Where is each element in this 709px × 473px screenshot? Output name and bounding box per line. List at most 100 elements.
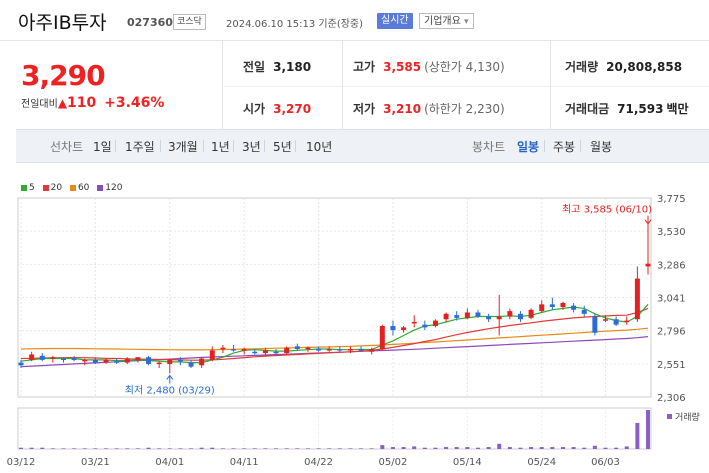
volume-label: 거래량: [565, 60, 599, 74]
candle-body: [401, 327, 407, 331]
volume-bar: [231, 448, 236, 449]
divider: [295, 140, 296, 152]
volume-bar: [646, 410, 650, 449]
candle-body: [156, 362, 162, 365]
candle-monthly[interactable]: 월봉: [590, 140, 613, 154]
y-tick-label: 2,796: [657, 327, 686, 338]
ma20-line: [20, 307, 649, 361]
period-3y[interactable]: 3년: [242, 140, 261, 154]
ma5-label: 5: [29, 183, 35, 193]
volume-value: 20,808,858: [606, 60, 683, 74]
y-tick-label: 3,041: [657, 294, 686, 305]
stock-code: 027360: [127, 16, 173, 29]
ma-legend: 5 20 60 120: [21, 183, 122, 193]
volume-bar: [635, 423, 640, 449]
line-chart-label: 선차트: [50, 140, 84, 154]
volume-bar: [114, 448, 119, 449]
change-value: 110: [67, 95, 97, 111]
period-1y[interactable]: 1년: [211, 140, 230, 154]
open-value: 3,270: [273, 102, 312, 116]
period-1d[interactable]: 1일: [93, 140, 112, 154]
period-10y[interactable]: 10년: [306, 140, 333, 154]
volume-bar: [125, 448, 130, 449]
prev-close-label: 전일: [243, 60, 266, 74]
candle-body: [390, 326, 396, 331]
ma5-swatch: [21, 184, 27, 191]
min-annotation: 최저 2,480 (03/29): [125, 384, 215, 396]
volume-bar: [348, 448, 353, 449]
candle-body: [613, 319, 619, 325]
candle-body: [29, 354, 35, 360]
max-arrow-head: [644, 219, 652, 225]
candle-body: [114, 361, 120, 363]
y-tick-label: 3,286: [657, 260, 686, 271]
candle-body: [316, 349, 322, 351]
stock-name: 아주IB투자: [18, 12, 107, 34]
volume-bar: [104, 448, 109, 449]
low-value: 3,210: [383, 102, 422, 116]
candle-body: [220, 347, 226, 350]
period-5y[interactable]: 5년: [273, 140, 292, 154]
x-tick-label: 05/24: [527, 457, 556, 468]
divider: [115, 140, 116, 152]
x-tick-label: 04/11: [230, 457, 259, 468]
volume-bar: [444, 447, 449, 449]
volume-bar: [220, 448, 225, 449]
candle-body: [231, 349, 237, 351]
company-overview-dropdown[interactable]: 기업개요 ▾: [419, 13, 474, 29]
candle-body: [602, 319, 608, 321]
price-panel: 3,290 전일대비▲110 +3.46%: [0, 41, 223, 129]
up-triangle-icon: ▲: [57, 96, 68, 110]
volume-bar: [72, 448, 77, 449]
volume-legend-swatch: [667, 414, 672, 419]
current-price: 3,290: [21, 59, 106, 92]
candle-body: [379, 326, 385, 350]
candle-body: [61, 358, 67, 361]
volume-bar: [284, 448, 289, 449]
candle-body: [645, 263, 651, 267]
period-3m[interactable]: 3개월: [168, 140, 198, 154]
candle-body: [103, 359, 109, 363]
volume-bar: [359, 448, 364, 449]
period-1w[interactable]: 1주일: [125, 140, 155, 154]
volume-bar: [390, 447, 395, 449]
divider: [342, 41, 343, 129]
ma5-line: [20, 303, 649, 364]
y-tick-label: 3,530: [657, 227, 686, 238]
realtime-button[interactable]: 실시간: [377, 13, 413, 29]
stock-header: 아주IB투자 027360 코스닥 2024.06.10 15:13 기준(장중…: [0, 0, 709, 41]
ma120-line: [20, 336, 649, 368]
candle-body: [432, 320, 438, 327]
candle-body: [581, 309, 587, 314]
chart-toolbar: 선차트 1일 1주일 3개월 1년 3년 5년 10년 봉차트 일봉 주봉 월봉: [16, 129, 709, 163]
candle-body: [517, 313, 523, 320]
volume-bar: [337, 448, 342, 449]
x-tick-label: 04/01: [155, 457, 184, 468]
price-change-row: 전일대비▲110 +3.46%: [21, 95, 164, 111]
market-badge: 코스닥: [173, 14, 206, 30]
volume-bar: [529, 447, 534, 449]
candle-daily[interactable]: 일봉: [517, 140, 540, 154]
volume-bar: [210, 447, 215, 449]
candle-body: [560, 302, 566, 308]
amount-value: 71,593: [617, 102, 664, 116]
volume-bar: [19, 447, 23, 449]
volume-bar: [167, 448, 172, 449]
candle-body: [571, 305, 577, 310]
candle-body: [624, 320, 630, 323]
candle-body: [475, 312, 481, 317]
x-tick-label: 03/12: [7, 457, 36, 468]
candle-body: [39, 355, 45, 360]
ma20-swatch: [42, 184, 49, 191]
candle-body: [326, 349, 332, 351]
candle-body: [454, 315, 460, 318]
volume-bar: [274, 448, 279, 449]
high-value: 3,585: [383, 60, 422, 74]
volume-bar: [242, 448, 247, 449]
candle-weekly[interactable]: 주봉: [553, 140, 576, 154]
x-tick-label: 03/21: [81, 457, 110, 468]
candle-body: [167, 359, 173, 364]
candle-body: [50, 357, 56, 359]
company-overview-label: 기업개요: [424, 16, 461, 27]
volume-bar: [327, 448, 332, 449]
